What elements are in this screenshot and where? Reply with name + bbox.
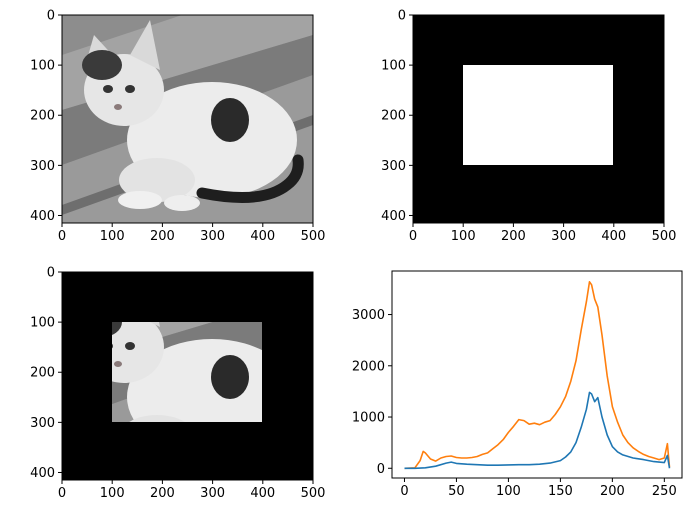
panel-image-original: 0 100 200 300 400 500 0 100 200 300 400 [30, 9, 325, 245]
x-tick-label: 50 [448, 484, 465, 499]
axis-ticks: 0 100 200 300 400 500 0 100 200 300 400 [381, 9, 676, 245]
panel-mask: 0 100 200 300 400 500 0 100 200 300 400 [381, 9, 676, 245]
y-tick-label: 3000 [352, 308, 385, 323]
y-tick-label: 400 [30, 466, 55, 481]
y-tick-label: 200 [30, 109, 55, 124]
y-tick-label: 400 [30, 209, 55, 224]
histogram-series-line [404, 280, 671, 470]
x-tick-label: 300 [551, 229, 576, 244]
axes-frame [61, 14, 314, 224]
y-tick-label: 0 [398, 9, 406, 24]
y-tick-label: 0 [47, 266, 55, 281]
y-tick-label: 200 [381, 109, 406, 124]
x-tick-label: 100 [496, 484, 521, 499]
y-tick-label: 300 [381, 159, 406, 174]
x-tick-label: 100 [100, 486, 125, 501]
x-tick-label: 100 [451, 229, 476, 244]
x-tick-label: 500 [301, 486, 326, 501]
x-tick-label: 500 [652, 229, 677, 244]
x-tick-label: 200 [501, 229, 526, 244]
axes-frame [391, 270, 683, 479]
x-tick-label: 0 [58, 229, 66, 244]
kitten-image [62, 15, 313, 223]
mask-white-rect [463, 65, 613, 165]
x-tick-label: 200 [150, 486, 175, 501]
y-tick-label: 0 [377, 462, 385, 477]
y-tick-label: 2000 [352, 359, 385, 374]
x-tick-label: 150 [548, 484, 573, 499]
x-tick-label: 500 [301, 229, 326, 244]
histogram-lines [404, 280, 671, 470]
y-tick-label: 100 [381, 59, 406, 74]
axes-frame [61, 271, 314, 481]
y-tick-label: 100 [30, 59, 55, 74]
x-tick-label: 200 [600, 484, 625, 499]
y-tick-label: 1000 [352, 411, 385, 426]
x-tick-label: 0 [400, 484, 408, 499]
axis-ticks: 0 50 100 150 200 250 0 1000 2000 3000 [352, 308, 677, 499]
axis-ticks: 0 100 200 300 400 500 0 100 200 300 400 [30, 9, 325, 245]
panel-masked-image: 0 100 200 300 400 500 0 100 200 300 400 [30, 266, 325, 502]
y-tick-label: 300 [30, 159, 55, 174]
y-tick-label: 300 [30, 416, 55, 431]
y-tick-label: 0 [47, 9, 55, 24]
x-tick-label: 400 [250, 486, 275, 501]
x-tick-label: 400 [250, 229, 275, 244]
x-tick-label: 400 [601, 229, 626, 244]
panel-histogram: 0 50 100 150 200 250 0 1000 2000 3000 [352, 270, 683, 499]
x-tick-label: 200 [150, 229, 175, 244]
axis-ticks: 0 100 200 300 400 500 0 100 200 300 400 [30, 266, 325, 502]
histogram-series-line [404, 391, 671, 470]
axes-frame [412, 14, 665, 224]
x-tick-label: 300 [200, 229, 225, 244]
x-tick-label: 0 [409, 229, 417, 244]
y-tick-label: 400 [381, 209, 406, 224]
y-tick-label: 200 [30, 366, 55, 381]
x-tick-label: 0 [58, 486, 66, 501]
x-tick-label: 100 [100, 229, 125, 244]
y-tick-label: 100 [30, 316, 55, 331]
x-tick-label: 250 [652, 484, 677, 499]
x-tick-label: 300 [200, 486, 225, 501]
